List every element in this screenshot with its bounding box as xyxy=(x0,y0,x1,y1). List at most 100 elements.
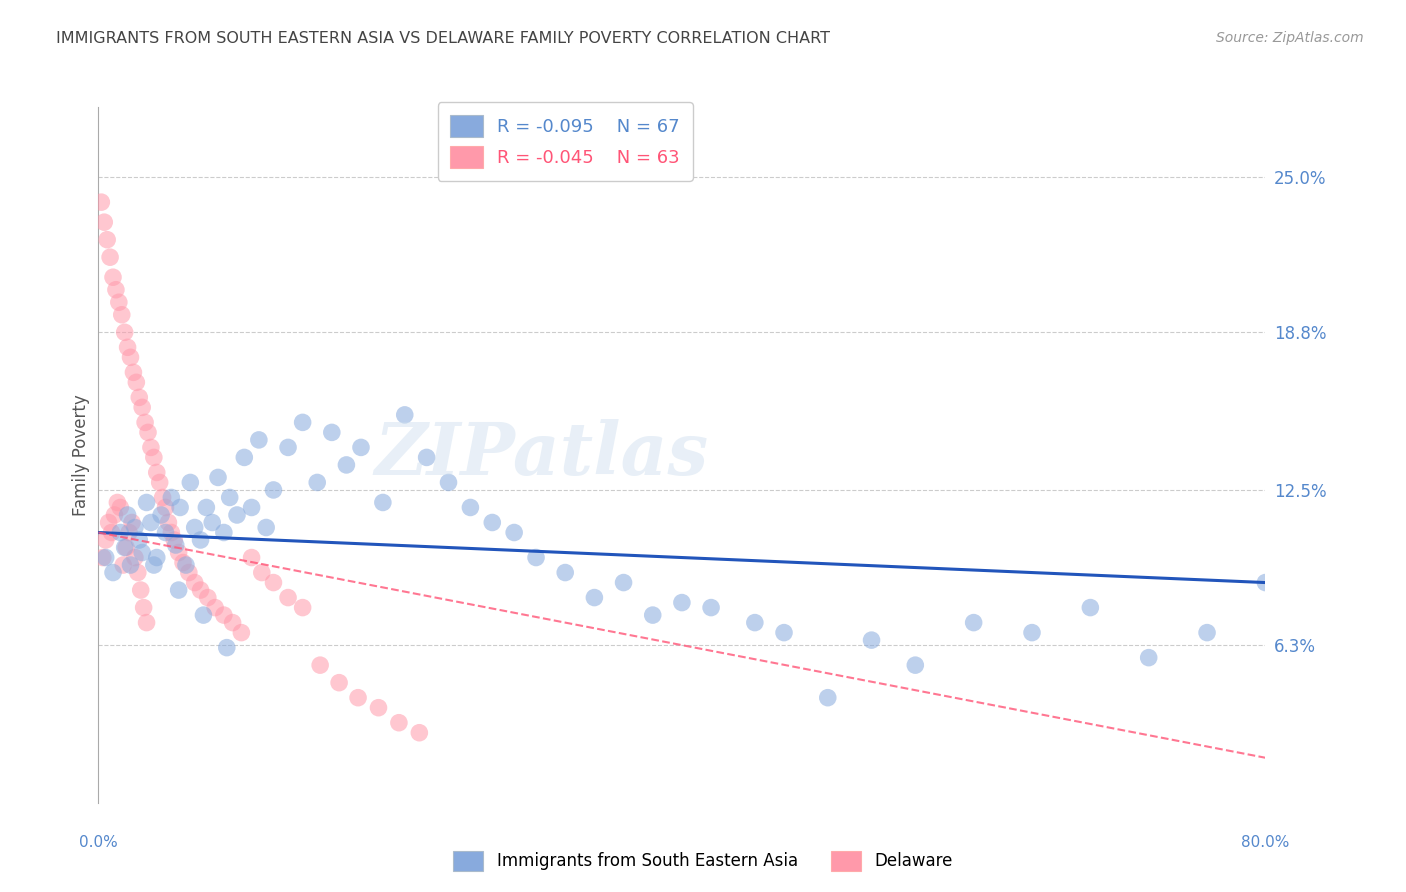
Point xyxy=(860,633,883,648)
Point xyxy=(291,416,314,430)
Point xyxy=(215,640,238,655)
Point xyxy=(1137,650,1160,665)
Point xyxy=(350,441,373,455)
Point xyxy=(134,416,156,430)
Point xyxy=(460,500,482,515)
Point xyxy=(183,575,205,590)
Point xyxy=(129,583,152,598)
Point xyxy=(371,495,394,509)
Point xyxy=(127,566,149,580)
Point xyxy=(93,215,115,229)
Point xyxy=(105,495,128,509)
Point xyxy=(904,658,927,673)
Point xyxy=(394,408,416,422)
Point xyxy=(114,541,136,555)
Point xyxy=(328,675,350,690)
Point xyxy=(100,525,122,540)
Point xyxy=(481,516,503,530)
Point xyxy=(163,533,186,547)
Point xyxy=(149,475,172,490)
Point xyxy=(139,516,162,530)
Point xyxy=(212,608,235,623)
Point xyxy=(146,550,169,565)
Point xyxy=(167,545,190,559)
Point xyxy=(132,600,155,615)
Point xyxy=(388,715,411,730)
Point xyxy=(104,283,127,297)
Point xyxy=(262,483,284,497)
Point xyxy=(201,516,224,530)
Point xyxy=(91,550,114,565)
Point xyxy=(98,250,121,264)
Point xyxy=(124,520,146,534)
Y-axis label: Family Poverty: Family Poverty xyxy=(72,394,90,516)
Text: Source: ZipAtlas.com: Source: ZipAtlas.com xyxy=(1216,31,1364,45)
Point xyxy=(233,450,256,465)
Point xyxy=(231,625,253,640)
Point xyxy=(115,541,138,555)
Point xyxy=(415,450,437,465)
Point xyxy=(291,600,314,615)
Point xyxy=(172,556,194,570)
Point xyxy=(554,566,576,580)
Point xyxy=(152,491,174,505)
Point xyxy=(169,500,191,515)
Point xyxy=(131,545,153,559)
Point xyxy=(307,475,329,490)
Point xyxy=(277,591,299,605)
Point xyxy=(309,658,332,673)
Point xyxy=(117,508,139,522)
Point xyxy=(240,550,263,565)
Point xyxy=(204,600,226,615)
Point xyxy=(94,550,117,565)
Point xyxy=(157,516,180,530)
Point xyxy=(120,351,142,365)
Point xyxy=(1021,625,1043,640)
Point xyxy=(101,270,124,285)
Point xyxy=(1195,625,1218,640)
Point xyxy=(94,533,117,547)
Point xyxy=(212,525,235,540)
Point xyxy=(335,458,357,472)
Legend: Immigrants from South Eastern Asia, Delaware: Immigrants from South Eastern Asia, Dela… xyxy=(444,842,962,880)
Point xyxy=(367,700,389,714)
Point xyxy=(207,470,229,484)
Point xyxy=(135,615,157,630)
Point xyxy=(117,340,139,354)
Point xyxy=(221,615,243,630)
Point xyxy=(503,525,526,540)
Point xyxy=(321,425,343,440)
Point xyxy=(122,365,145,379)
Point xyxy=(177,566,200,580)
Point xyxy=(408,725,430,739)
Point xyxy=(195,500,218,515)
Point xyxy=(139,441,162,455)
Point xyxy=(142,450,165,465)
Point xyxy=(583,591,606,605)
Point xyxy=(118,525,141,540)
Point xyxy=(103,508,125,522)
Point xyxy=(160,491,183,505)
Text: ZIPatlas: ZIPatlas xyxy=(375,419,709,491)
Point xyxy=(125,376,148,390)
Point xyxy=(193,608,215,623)
Point xyxy=(197,591,219,605)
Point xyxy=(437,475,460,490)
Point xyxy=(135,495,157,509)
Point xyxy=(174,558,197,572)
Point xyxy=(90,195,112,210)
Point xyxy=(142,558,165,572)
Point xyxy=(218,491,240,505)
Point xyxy=(250,566,273,580)
Point xyxy=(136,425,159,440)
Point xyxy=(101,566,124,580)
Point xyxy=(183,520,205,534)
Point xyxy=(155,525,177,540)
Point xyxy=(110,525,132,540)
Point xyxy=(128,390,150,404)
Point xyxy=(1254,575,1277,590)
Point xyxy=(190,533,212,547)
Point xyxy=(962,615,984,630)
Point xyxy=(524,550,547,565)
Point xyxy=(97,516,120,530)
